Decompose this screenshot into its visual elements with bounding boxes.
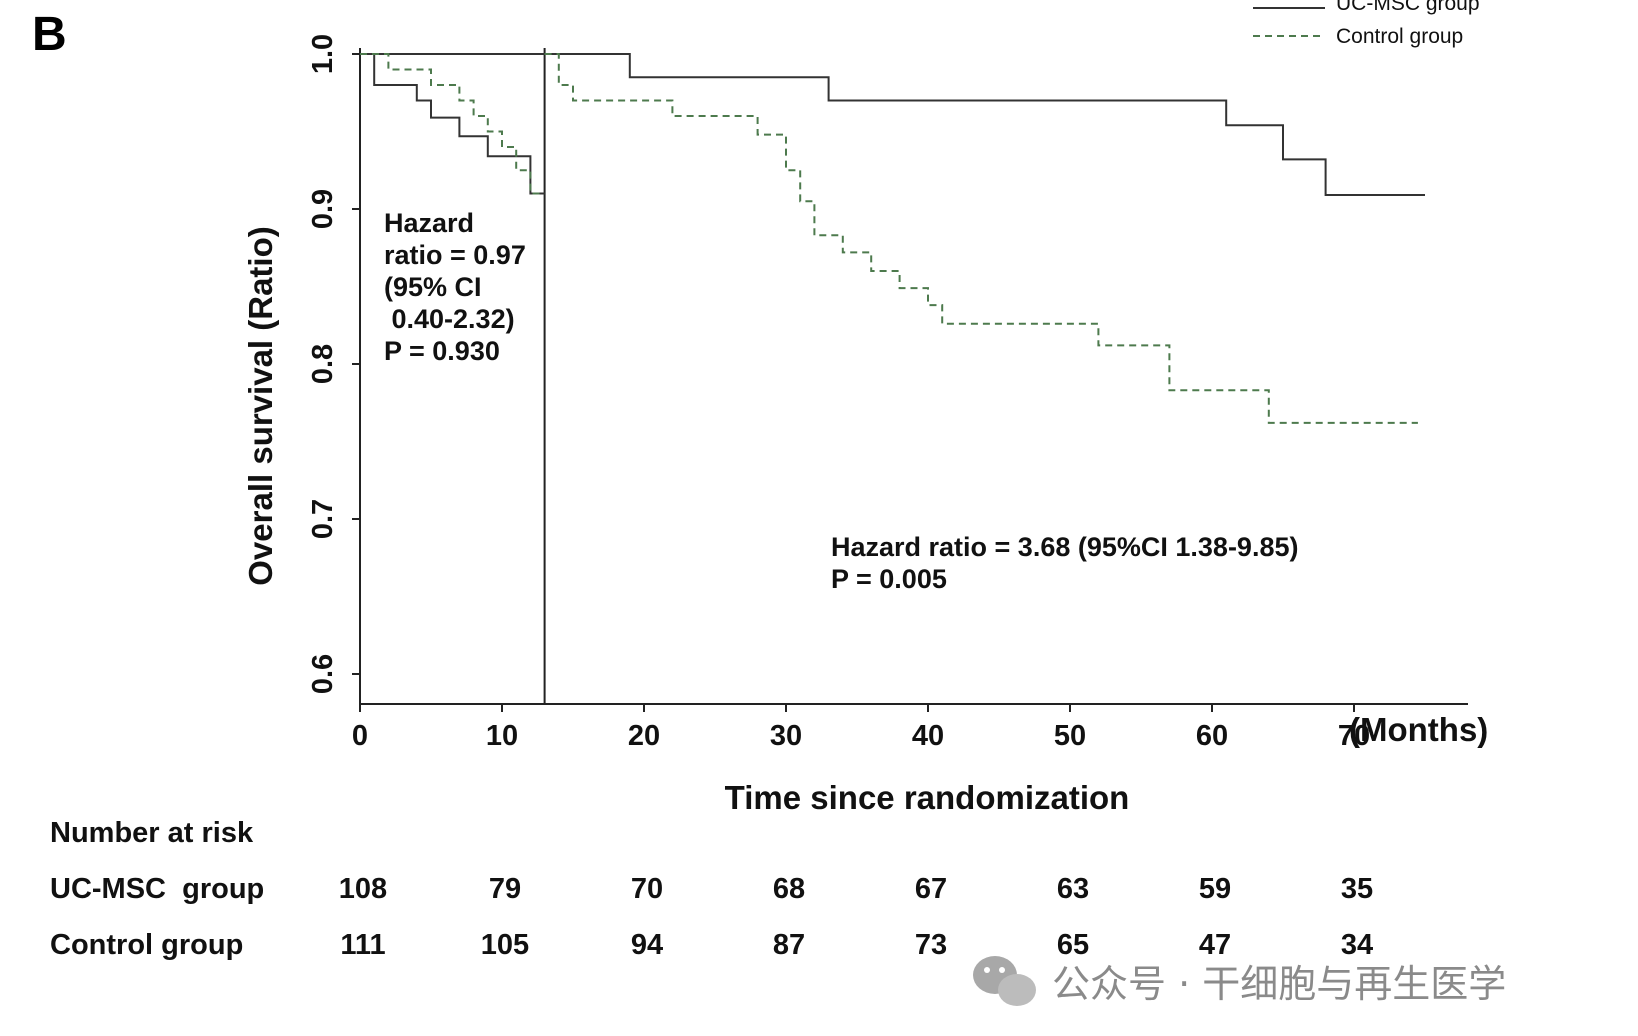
risk-cell: 63 bbox=[1057, 873, 1089, 905]
risk-table-title: Number at risk bbox=[50, 817, 254, 849]
wechat-icon bbox=[973, 956, 1036, 1006]
annotation-hr-late-line: P = 0.005 bbox=[831, 564, 947, 594]
series-line-uc-msc bbox=[360, 53, 1425, 196]
annotation-hr-early-line: 0.40-2.32) bbox=[384, 304, 515, 334]
x-tick-label: 60 bbox=[1196, 720, 1228, 752]
x-tick-label: 50 bbox=[1054, 720, 1086, 752]
watermark: 公众号 · 干细胞与再生医学 bbox=[973, 956, 1506, 1006]
y-tick-label: 0.7 bbox=[307, 499, 339, 539]
series-line-uc-msc bbox=[360, 53, 545, 195]
plot-area: 0.6 0.7 0.8 0.9 1.0 0 10 20 30 40 50 60 70 (Months)… bbox=[242, 0, 1488, 816]
risk-cell: 34 bbox=[1341, 929, 1373, 961]
x-tick-label: 10 bbox=[486, 720, 518, 752]
risk-cell: 47 bbox=[1199, 929, 1231, 961]
x-unit-label: (Months) bbox=[1349, 711, 1488, 748]
risk-row-label: UC-MSC group bbox=[50, 873, 264, 905]
watermark-text: 公众号 · 干细胞与再生医学 bbox=[1052, 962, 1506, 1006]
annotation-hr-late-line: Hazard ratio = 3.68 (95%CI 1.38-9.85) bbox=[831, 532, 1298, 562]
risk-cell: 79 bbox=[489, 873, 521, 905]
risk-cell: 59 bbox=[1199, 873, 1231, 905]
risk-cell: 111 bbox=[340, 929, 385, 961]
series-line-control bbox=[544, 53, 1418, 424]
x-tick-label: 70 bbox=[1338, 720, 1370, 752]
risk-cell: 87 bbox=[773, 929, 805, 961]
risk-cell: 65 bbox=[1057, 929, 1089, 961]
risk-cell: 70 bbox=[631, 873, 663, 905]
annotation-hr-early-line: Hazard bbox=[384, 208, 474, 238]
y-tick-label: 1.0 bbox=[307, 34, 339, 74]
legend: UC-MSC group Control group bbox=[1253, 0, 1480, 48]
risk-cell: 67 bbox=[915, 873, 947, 905]
x-axis-title: Time since randomization bbox=[725, 779, 1130, 816]
y-axis-title: Overall survival (Ratio) bbox=[242, 226, 279, 585]
risk-cell: 105 bbox=[481, 929, 529, 961]
x-tick-label: 40 bbox=[912, 720, 944, 752]
annotation-hr-early: Hazard ratio = 0.97 (95% CI 0.40-2.32) P… bbox=[384, 208, 526, 366]
risk-cell: 73 bbox=[915, 929, 947, 961]
legend-label-uc-msc: UC-MSC group bbox=[1336, 0, 1480, 15]
x-tick-label: 0 bbox=[352, 720, 368, 752]
legend-label-control: Control group bbox=[1336, 25, 1463, 48]
y-tick-label: 0.6 bbox=[307, 654, 339, 694]
risk-cell: 35 bbox=[1341, 873, 1373, 905]
y-tick-label: 0.9 bbox=[307, 189, 339, 229]
annotation-hr-early-line: ratio = 0.97 bbox=[384, 240, 526, 270]
risk-table: Number at risk UC-MSC group Control grou… bbox=[50, 817, 1373, 961]
risk-cell: 108 bbox=[339, 873, 387, 905]
risk-cell: 68 bbox=[773, 873, 805, 905]
x-tick-label: 20 bbox=[628, 720, 660, 752]
panel-label: B bbox=[32, 8, 67, 61]
y-tick-label: 0.8 bbox=[307, 344, 339, 384]
annotation-hr-early-line: P = 0.930 bbox=[384, 336, 500, 366]
risk-row-label: Control group bbox=[50, 929, 243, 961]
x-tick-label: 30 bbox=[770, 720, 802, 752]
risk-cell: 94 bbox=[631, 929, 663, 961]
series-line-control bbox=[360, 53, 545, 195]
annotation-hr-late: Hazard ratio = 3.68 (95%CI 1.38-9.85) P … bbox=[831, 532, 1298, 594]
annotation-hr-early-line: (95% CI bbox=[384, 272, 482, 302]
